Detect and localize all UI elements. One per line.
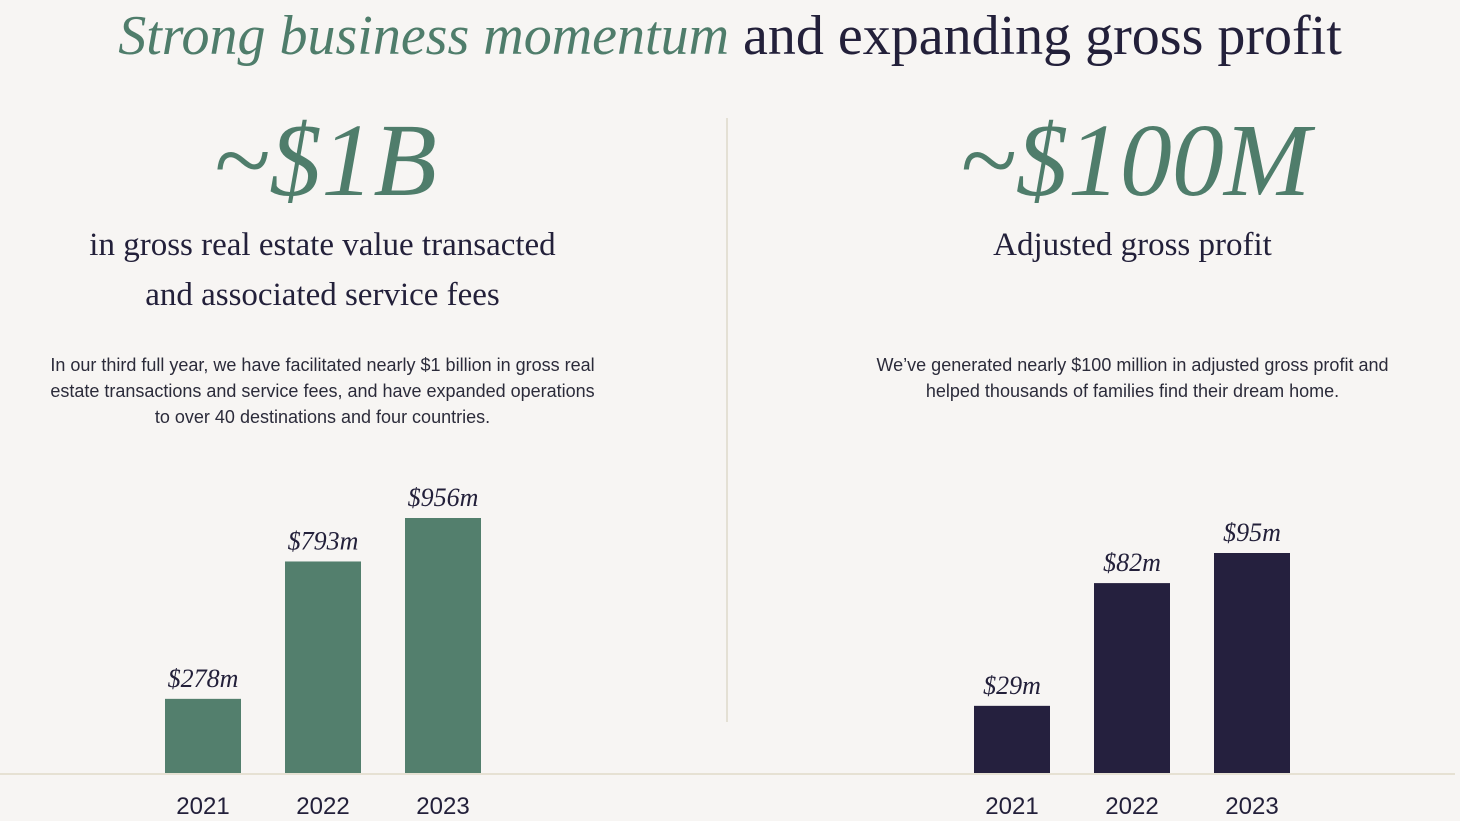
right-tick-label-2021: 2021 [985,793,1038,820]
right-bar-2023 [1214,553,1290,773]
right-data-label-2023: $95m [1223,518,1281,547]
right-bar-2022 [1094,583,1170,773]
title-highlight: Strong business momentum [118,5,730,67]
right-description-line: We’ve generated nearly $100 million in a… [876,355,1389,375]
right-big-number: ~$100M [959,103,1311,218]
left-description: In our third full year, we have facilita… [0,352,645,430]
left-subtitle-line: and associated service fees [145,277,500,313]
title-rest: and expanding gross profit [743,5,1342,67]
left-description-line: In our third full year, we have facilita… [50,355,595,375]
right-tick-label-2023: 2023 [1225,793,1278,820]
right-description: We’ve generated nearly $100 million in a… [800,352,1460,404]
left-tick-label-2021: 2021 [176,793,229,820]
right-bar-2021 [974,705,1050,773]
left-tick-label-2023: 2023 [416,793,469,820]
right-subtitle: Adjusted gross profit [800,220,1460,270]
right-tick-label-2022: 2022 [1105,793,1158,820]
left-bar-2023 [405,518,481,773]
left-subtitle: in gross real estate value transacted an… [0,220,645,320]
left-big-number: ~$1B [213,103,437,218]
left-bar-2022 [285,561,361,773]
left-description-line: to over 40 destinations and four countri… [154,407,491,427]
right-data-label-2021: $29m [983,671,1041,700]
left-description-line: estate transactions and service fees, an… [50,381,595,401]
left-data-label-2023: $956m [408,483,479,512]
left-subtitle-line: in gross real estate value transacted [89,227,556,263]
right-subtitle-line: Adjusted gross profit [993,227,1272,263]
left-data-label-2021: $278m [168,664,239,693]
left-tick-label-2022: 2022 [296,793,349,820]
page-title: Strong business momentum and expanding g… [0,4,1460,68]
right-description-line: helped thousands of families find their … [925,381,1340,401]
center-divider [726,118,728,722]
left-data-label-2022: $793m [288,526,359,555]
right-data-label-2022: $82m [1103,548,1161,577]
left-bar-2021 [165,698,241,773]
chart-baseline [0,773,1455,775]
